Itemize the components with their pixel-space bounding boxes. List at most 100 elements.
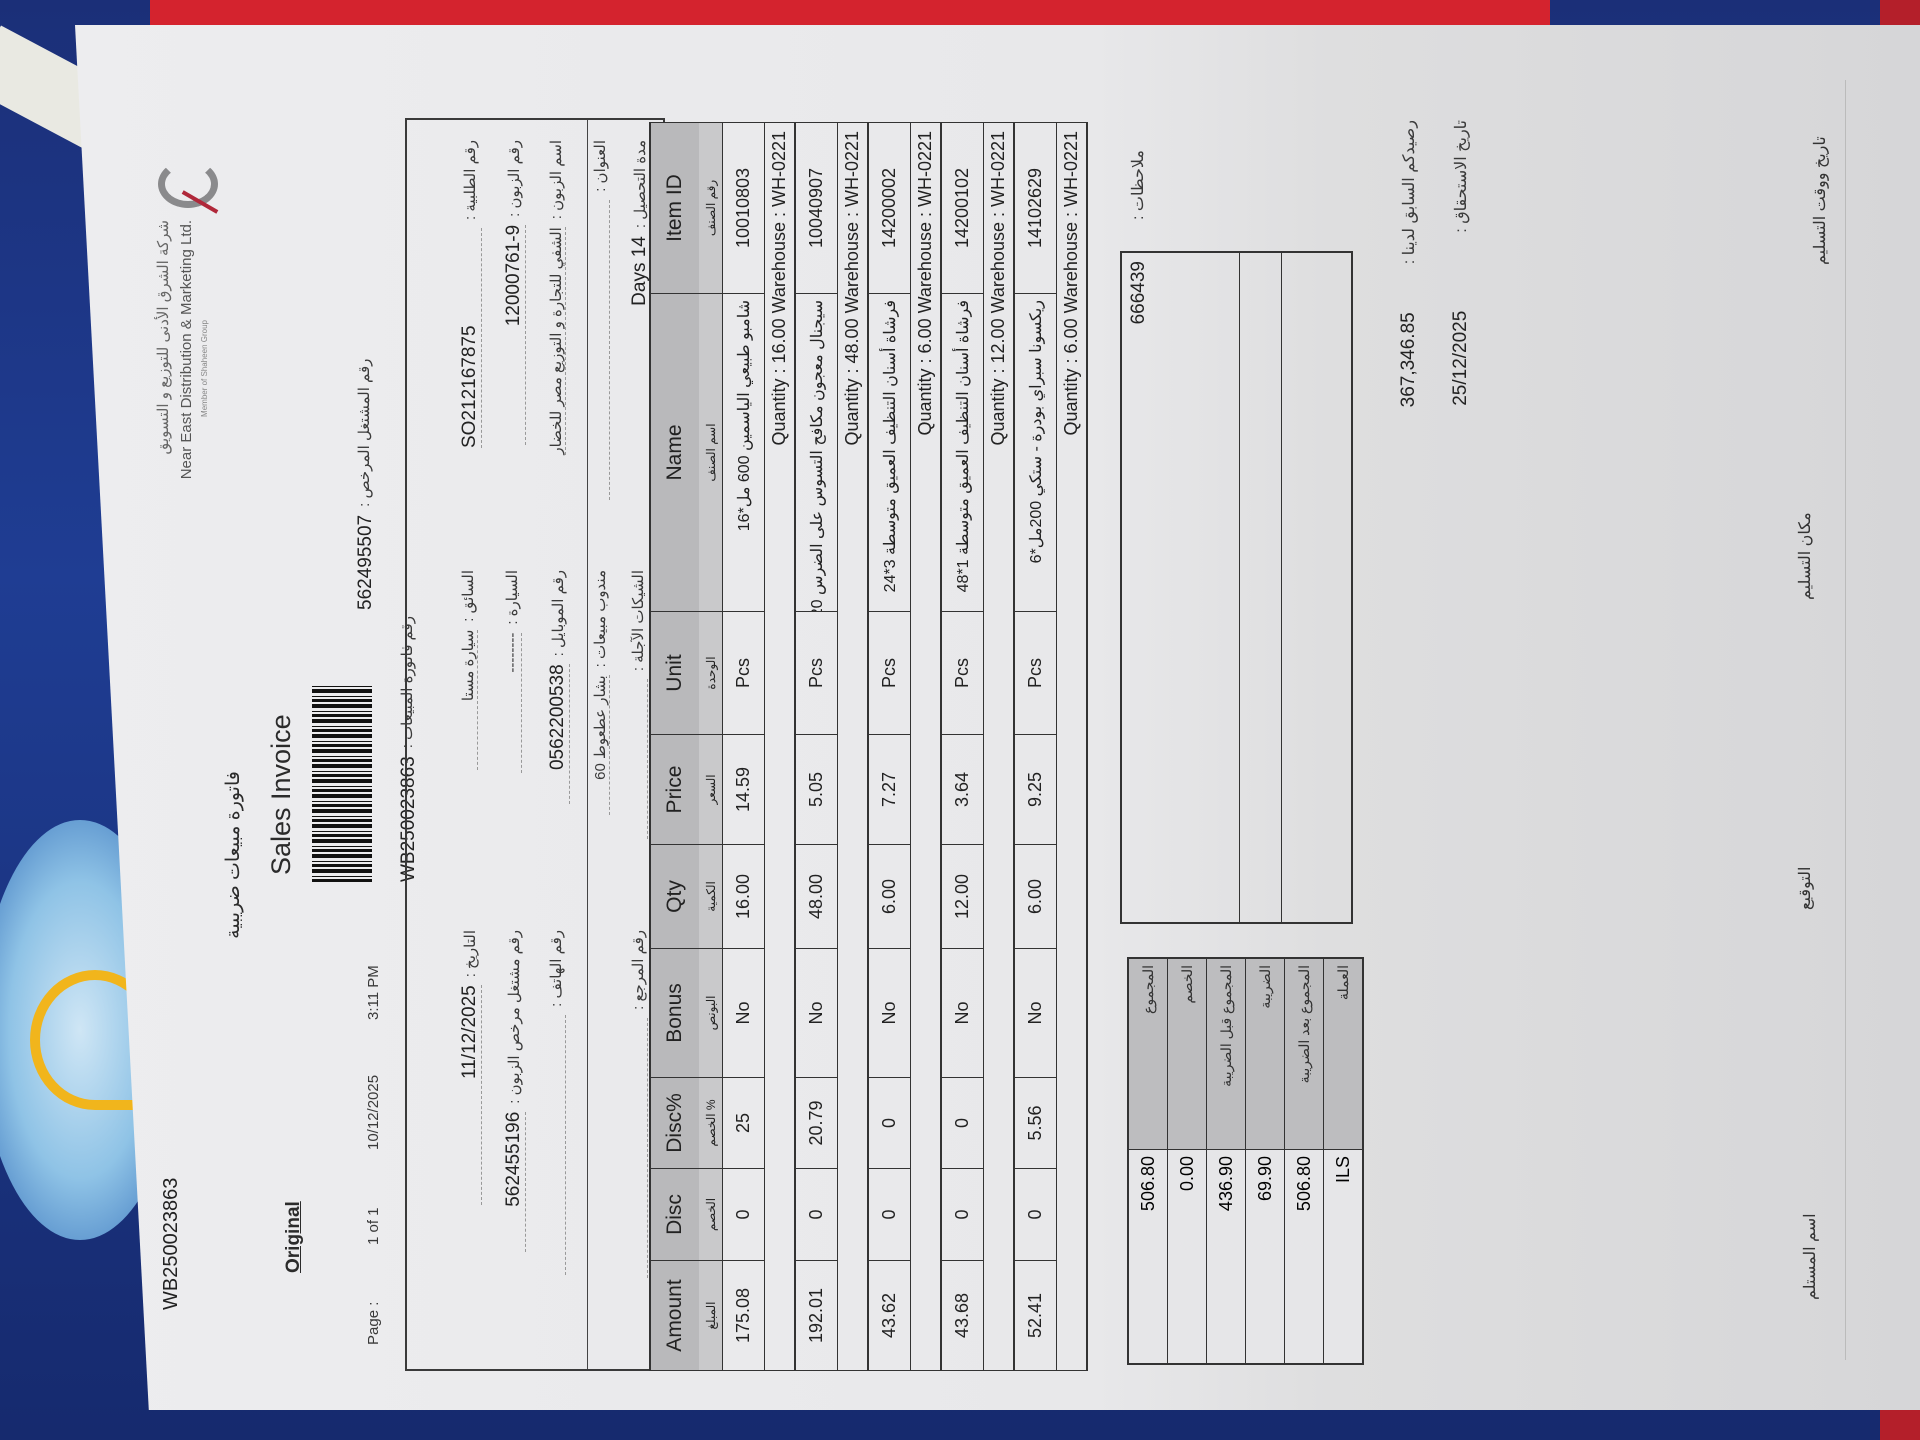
- totals-row: 506.80 المجموع بعد الضريبة: [1285, 959, 1324, 1363]
- mobile-field: رقم الموبايل : 0562200538: [547, 570, 570, 805]
- cell-disc-pct: 20.79: [796, 1077, 838, 1168]
- customer-number-field: رقم الزبون : 12000761-9: [503, 140, 526, 445]
- cell-disc: 0: [796, 1168, 838, 1260]
- cell-item-id: 10040907: [796, 122, 838, 293]
- row-detail: Quantity : 12.00 Warehouse : WH-0221: [984, 122, 1015, 1371]
- totals-value: 506.80: [1129, 1149, 1167, 1363]
- totals-label: المجموع بعد الضريبة: [1285, 959, 1323, 1149]
- info-divider: [587, 120, 588, 1369]
- cell-unit: Pcs: [1015, 611, 1057, 734]
- cell-unit: Pcs: [869, 611, 911, 734]
- column-header: Disc: [649, 1168, 699, 1260]
- totals-label: الخصم: [1168, 959, 1206, 1149]
- driver-label: السائق :: [460, 570, 477, 622]
- totals-row: 506.80 المجموع: [1129, 959, 1168, 1363]
- collection-label: مدة التحصيل :: [632, 140, 649, 229]
- previous-balance: رصيدكم السابق لدينا : 367,346.85: [1398, 120, 1420, 407]
- salesman-value: بشار عطعوط 60: [591, 675, 610, 816]
- totals-row: 69.90 الضريبة: [1246, 959, 1285, 1363]
- column-subheader: الوحدة: [699, 611, 723, 734]
- signature-line: [1845, 80, 1846, 1360]
- totals-value: ILS: [1324, 1149, 1362, 1363]
- column-header: Name: [649, 293, 699, 611]
- cell-disc-pct: 0: [942, 1077, 984, 1168]
- totals-row: ILS العملة: [1324, 959, 1362, 1363]
- copy-label: Original: [283, 1201, 304, 1273]
- cell-price: 9.25: [1015, 734, 1057, 844]
- totals-value: 69.90: [1246, 1149, 1284, 1363]
- cell-price: 7.27: [869, 734, 911, 844]
- customer-info-box: رقم الطلبية : SO212167875 السائق : سيارة م…: [405, 118, 665, 1371]
- table-header: Amount Disc Disc% Bonus Qty Price Unit Name Item…: [649, 122, 699, 1371]
- totals-row: 0.00 الخصم: [1168, 959, 1207, 1363]
- address-field: العنوان :: [591, 140, 610, 500]
- cell-item-id: 14200002: [869, 122, 911, 293]
- logo-name-english: Near East Distribution & Marketing Ltd.: [178, 220, 195, 480]
- reference-label: رقم المرجع :: [630, 930, 647, 1010]
- column-subheader: % الخصم: [699, 1077, 723, 1168]
- totals-label: العملة: [1324, 959, 1362, 1149]
- cell-name: شامبو طبيعي الياسمين 600 مل*16: [723, 293, 765, 611]
- column-subheader: الخصم: [699, 1168, 723, 1260]
- cell-name: ريكسونا سبراي بودرة - ستكي 200مل*6: [1015, 293, 1057, 611]
- cell-item-id: 14200102: [942, 122, 984, 293]
- cell-item-id: 10010803: [723, 122, 765, 293]
- title-arabic: فاتورة مبيعات ضريبية: [223, 771, 244, 939]
- table-row: 175.08 0 25 No 16.00 14.59 Pcs شامبو طبيعي اليا…: [723, 122, 765, 1371]
- date-value: 11/12/2025: [459, 985, 482, 1206]
- customer-number-label: رقم الزبون :: [506, 140, 523, 217]
- customer-dealer-value: 562455196: [503, 1111, 526, 1252]
- cell-bonus: No: [723, 948, 765, 1077]
- due-date-value: 25/12/2025: [1450, 310, 1471, 406]
- car-value: --------: [504, 632, 522, 773]
- cell-price: 3.64: [942, 734, 984, 844]
- cell-disc: 0: [942, 1168, 984, 1260]
- cell-name: فرشاة أسنان التنظيف العميق متوسطة 1*48: [942, 293, 984, 611]
- items-table: Amount Disc Disc% Bonus Qty Price Unit Name Item…: [649, 122, 1088, 1371]
- cell-bonus: No: [796, 948, 838, 1077]
- receiver-name-label: اسم المستلم: [1802, 1213, 1819, 1300]
- cell-item-id: 14102629: [1015, 122, 1057, 293]
- column-subheader: المبلغ: [699, 1260, 723, 1371]
- cell-name: فرشاة أسنان التنظيف العميق متوسطة 3*24: [869, 293, 911, 611]
- totals-row: 436.90 المجموع قبل الضريبة: [1207, 959, 1246, 1363]
- logo-tagline: Member of Shaheen Group: [200, 320, 209, 417]
- order-label: رقم الطلبية :: [462, 140, 479, 221]
- page-value: 1 of 1: [365, 1207, 382, 1245]
- car-field: السيارة : --------: [503, 570, 522, 773]
- reference-field: رقم المرجع :: [629, 930, 648, 1278]
- print-date: 10/12/2025: [365, 1074, 382, 1150]
- cell-disc-pct: 25: [723, 1077, 765, 1168]
- table-body: 175.08 0 25 No 16.00 14.59 Pcs شامبو طبيعي اليا…: [723, 122, 1088, 1371]
- cell-amount: 192.01: [796, 1260, 838, 1371]
- date-field: التاريخ : 11/12/2025: [459, 930, 482, 1206]
- totals-value: 506.80: [1285, 1149, 1323, 1363]
- cell-disc-pct: 0: [869, 1077, 911, 1168]
- customer-dealer-label: رقم مشتغل مرخص الزبون :: [506, 930, 523, 1104]
- delivery-datetime-label: تاريخ ووقت التسليم: [1812, 136, 1829, 265]
- company-logo: شركة الشرق الأدنى للتوزيع و التسويق Near…: [150, 160, 250, 540]
- mobile-label: رقم الموبايل :: [550, 570, 567, 657]
- customer-name-value: الشفي للتجارة و التوزيع مصر للخضار: [547, 227, 566, 455]
- customer-name-field: اسم الزبون : الشفي للتجارة و التوزيع مصر …: [547, 140, 566, 455]
- phone-label: رقم الهاتف :: [548, 930, 565, 1007]
- column-header: Amount: [649, 1260, 699, 1371]
- notes-row: [1240, 253, 1282, 922]
- column-subheader: الكمية: [699, 844, 723, 948]
- cell-qty: 6.00: [869, 844, 911, 948]
- row-detail: Quantity : 16.00 Warehouse : WH-0221: [765, 122, 796, 1371]
- table-row: 43.62 0 0 No 6.00 7.27 Pcs فرشاة أسنان التنظيف …: [869, 122, 911, 1371]
- address-label: العنوان :: [592, 140, 609, 192]
- column-header: Disc%: [649, 1077, 699, 1168]
- cell-qty: 48.00: [796, 844, 838, 948]
- due-date: تاريخ الاستحقاق : 25/12/2025: [1450, 120, 1472, 406]
- totals-label: المجموع قبل الضريبة: [1207, 959, 1245, 1149]
- barcode: [312, 686, 372, 882]
- document-number: WB250023863: [160, 1177, 182, 1310]
- table-row: 43.68 0 0 No 12.00 3.64 Pcs فرشاة أسنان التنظيف…: [942, 122, 984, 1371]
- licensed-dealer: 562495507: [355, 514, 376, 610]
- order-value: SO212167875: [459, 228, 482, 449]
- column-header: Qty: [649, 844, 699, 948]
- cell-amount: 43.62: [869, 1260, 911, 1371]
- totals-table: 506.80 المجموع 0.00 الخصم 436.90 المجموع قبل …: [1127, 957, 1364, 1365]
